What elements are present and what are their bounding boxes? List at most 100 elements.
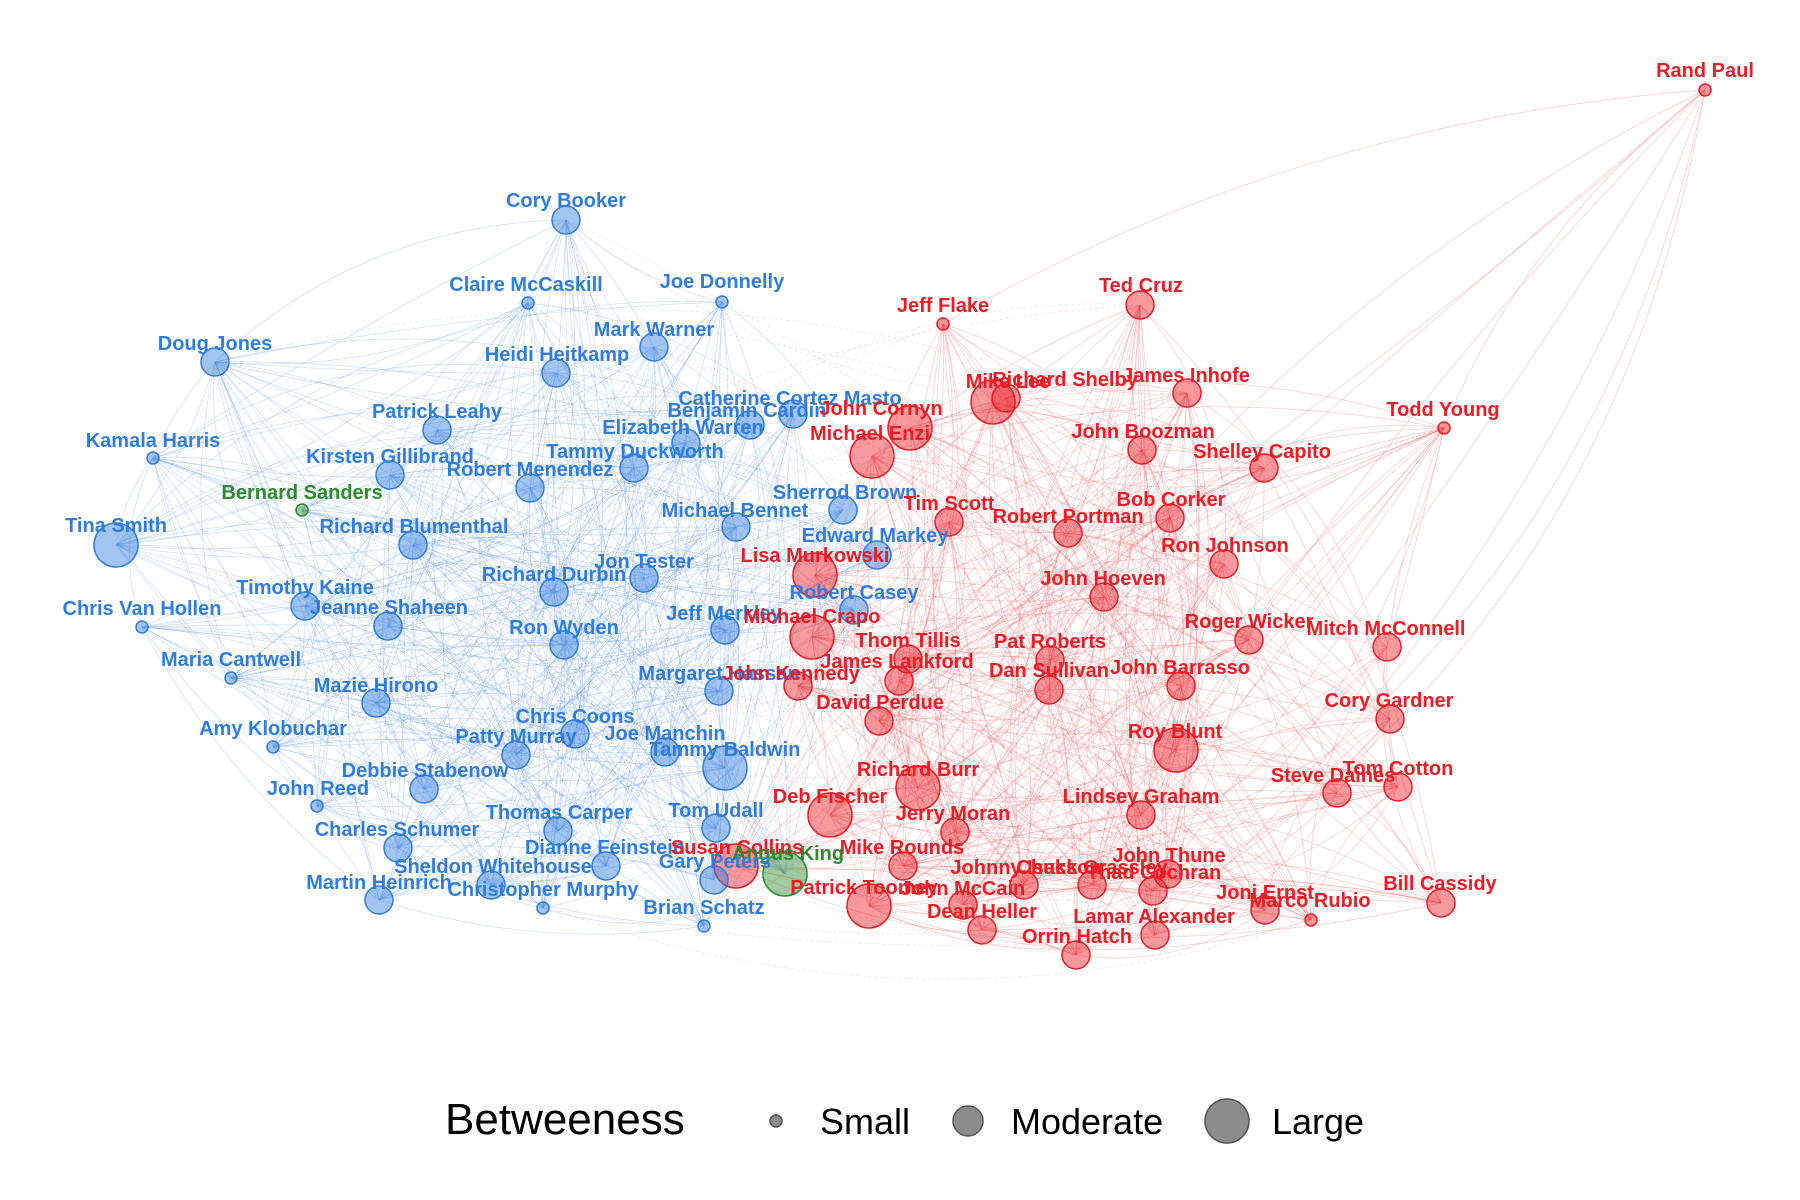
edge — [490, 865, 607, 886]
edge — [1048, 304, 1141, 691]
edge — [553, 591, 581, 735]
edge — [542, 644, 565, 909]
edge — [907, 467, 1265, 660]
edge — [412, 487, 531, 546]
edge — [898, 517, 1171, 682]
edge — [948, 521, 1442, 904]
edge — [389, 474, 517, 756]
senator-node — [967, 915, 997, 945]
edge — [653, 346, 735, 692]
edge — [141, 626, 726, 769]
edge — [557, 554, 878, 832]
edge — [829, 814, 983, 931]
edge — [797, 639, 1250, 721]
edge — [1154, 563, 1225, 936]
edge — [632, 467, 666, 753]
senator-label: John Boozman — [1071, 421, 1214, 443]
edge — [375, 526, 737, 704]
senator-node — [701, 813, 731, 843]
edge — [1023, 467, 1265, 886]
senator-label: Robert Menendez — [447, 459, 614, 481]
senator-label: Rand Paul — [1656, 60, 1754, 82]
edge — [397, 591, 555, 849]
edge — [389, 474, 555, 593]
senator-label: Ron Johnson — [1161, 535, 1289, 557]
edge — [962, 814, 1142, 906]
edge — [942, 89, 1706, 325]
edge — [907, 658, 1051, 677]
edge — [1067, 532, 1250, 641]
edge — [129, 457, 154, 628]
edge — [200, 361, 232, 679]
edge — [389, 474, 559, 832]
edge — [1075, 890, 1154, 956]
edge — [948, 517, 1171, 533]
edge — [1141, 449, 1338, 794]
edge — [378, 879, 492, 901]
edge — [1048, 689, 1338, 794]
senator-node — [591, 851, 621, 881]
edge — [1141, 449, 1197, 875]
edge — [868, 685, 1182, 907]
edge — [797, 685, 870, 907]
senator-node — [398, 530, 428, 560]
senator-node — [893, 644, 923, 674]
edge — [797, 401, 994, 687]
edge — [115, 300, 723, 546]
edge — [898, 304, 1141, 682]
edge — [555, 372, 1266, 911]
edge — [948, 521, 1266, 911]
edge — [735, 865, 1169, 895]
edge — [962, 304, 1141, 906]
edge — [1125, 449, 1156, 936]
edge — [954, 831, 983, 931]
edge — [316, 805, 559, 839]
edge — [1067, 532, 1177, 751]
edge — [555, 372, 873, 461]
edge — [633, 467, 724, 881]
edge — [989, 401, 1156, 936]
edge — [814, 304, 1141, 576]
senator-node — [699, 865, 729, 895]
edge — [397, 609, 855, 849]
edge — [1141, 449, 1199, 892]
edge — [316, 591, 555, 807]
edge — [829, 814, 1169, 875]
edge — [563, 644, 607, 867]
edge — [214, 361, 380, 901]
senator-node — [422, 415, 452, 445]
edge — [515, 608, 855, 756]
senator-label: Patrick Leahy — [372, 401, 503, 423]
edge — [797, 397, 1007, 687]
edge — [230, 677, 1177, 779]
edge — [301, 509, 720, 692]
edge — [272, 442, 687, 748]
edge — [1049, 659, 1177, 751]
senator-label: Jeanne Shaheen — [310, 597, 468, 619]
edge — [583, 467, 635, 867]
edge — [272, 509, 318, 748]
edge — [490, 467, 635, 886]
edge — [1180, 685, 1391, 720]
edge — [214, 308, 1265, 469]
edge — [152, 457, 855, 611]
edge — [304, 605, 399, 849]
legend-marker-small — [769, 1114, 783, 1128]
edge — [214, 361, 531, 489]
edge — [954, 392, 1188, 833]
edge — [1048, 596, 1105, 691]
edge — [387, 424, 751, 627]
edge — [909, 404, 1265, 469]
edge — [992, 401, 1388, 648]
edge — [685, 303, 1141, 444]
edge — [152, 219, 567, 459]
edge — [515, 219, 567, 756]
edge — [902, 852, 1312, 921]
edge — [436, 346, 655, 431]
edge — [898, 521, 950, 682]
edge — [797, 685, 1399, 788]
edge — [1015, 532, 1069, 886]
edge — [304, 442, 687, 607]
edge — [1103, 596, 1250, 641]
edge — [152, 457, 666, 753]
